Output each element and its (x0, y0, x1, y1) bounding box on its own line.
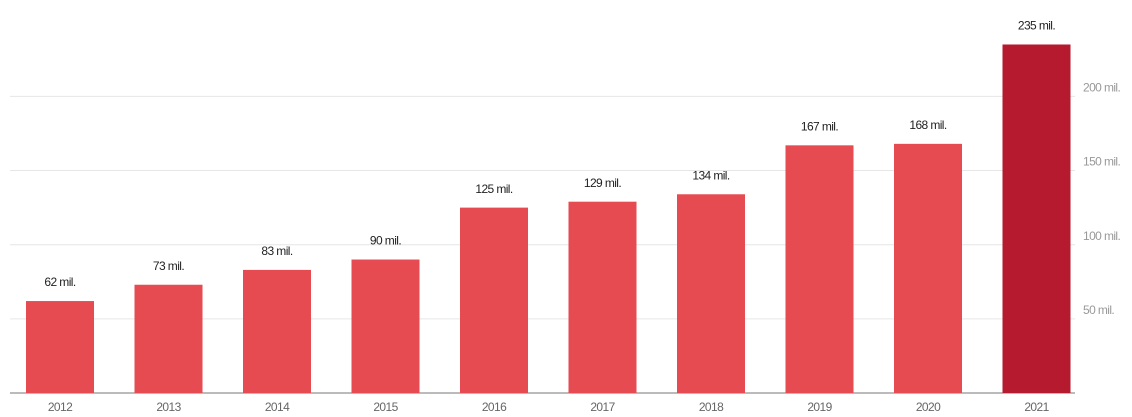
value-label: 125 mil. (475, 182, 512, 196)
value-label: 90 mil. (370, 234, 401, 248)
x-tick-label: 2015 (373, 400, 398, 414)
bar (460, 207, 528, 393)
y-tick-label: 50 mil. (1083, 303, 1114, 317)
y-tick-label: 150 mil. (1083, 155, 1120, 169)
y-tick-label: 200 mil. (1083, 81, 1120, 95)
value-label: 83 mil. (261, 244, 292, 258)
value-label: 62 mil. (44, 275, 75, 289)
bar (894, 143, 962, 393)
value-label: 129 mil. (584, 176, 621, 190)
x-tick-label: 2014 (265, 400, 290, 414)
bar (785, 145, 854, 393)
x-tick-label: 2018 (699, 400, 724, 414)
x-tick-label: 2013 (156, 400, 181, 414)
bar (134, 284, 203, 393)
bar (568, 201, 637, 393)
x-tick-label: 2017 (590, 400, 615, 414)
value-label: 168 mil. (909, 118, 946, 132)
bar (243, 269, 311, 393)
x-tick-label: 2020 (916, 400, 941, 414)
value-label: 235 mil. (1018, 19, 1055, 33)
y-tick-label: 100 mil. (1083, 229, 1120, 243)
bar (1002, 44, 1071, 393)
x-tick-label: 2016 (482, 400, 507, 414)
value-label: 134 mil. (692, 168, 729, 182)
x-tick-label: 2019 (807, 400, 832, 414)
value-label: 73 mil. (153, 259, 184, 273)
x-tick-label: 2012 (48, 400, 73, 414)
value-label: 167 mil. (801, 120, 838, 134)
bar (26, 301, 94, 393)
bar (677, 194, 745, 393)
x-tick-label: 2021 (1024, 400, 1049, 414)
bar (351, 259, 420, 393)
